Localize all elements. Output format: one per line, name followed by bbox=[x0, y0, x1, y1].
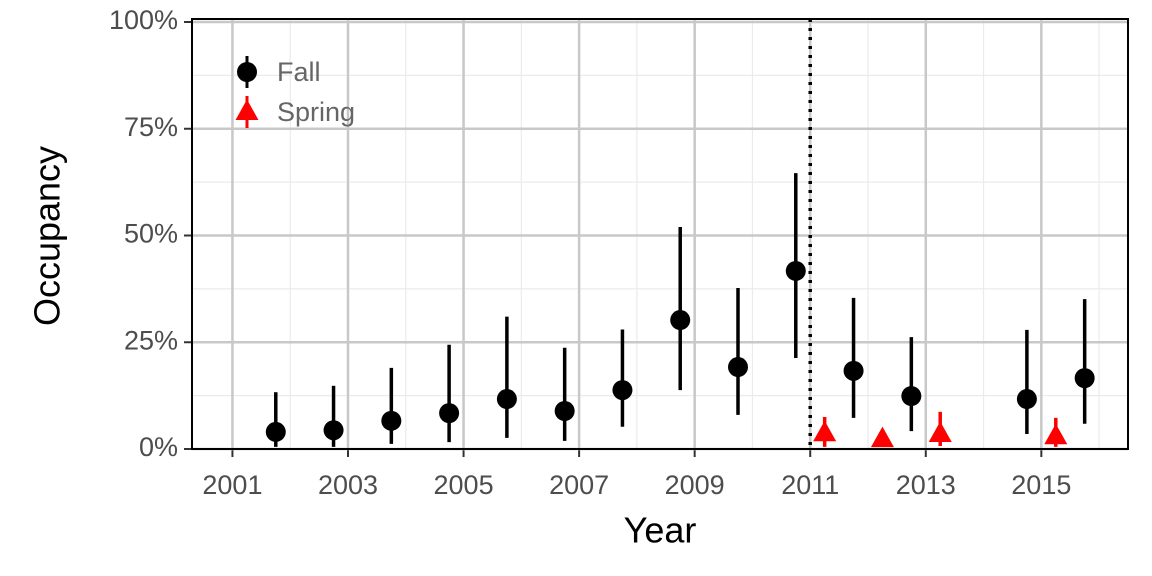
x-tick-label: 2001 bbox=[202, 470, 262, 500]
point bbox=[1074, 368, 1095, 389]
point bbox=[554, 400, 575, 421]
point bbox=[843, 360, 864, 381]
point bbox=[870, 426, 894, 448]
y-tick-label: 75% bbox=[124, 112, 178, 142]
y-tick-label: 25% bbox=[124, 325, 178, 355]
point bbox=[381, 410, 402, 431]
point bbox=[813, 420, 837, 442]
y-tick-label: 100% bbox=[109, 5, 178, 35]
x-tick-label: 2003 bbox=[318, 470, 378, 500]
point bbox=[323, 420, 344, 441]
x-tick-label: 2015 bbox=[1011, 470, 1071, 500]
x-tick-label: 2013 bbox=[896, 470, 956, 500]
x-axis-title: Year bbox=[624, 510, 697, 551]
y-tick-label: 0% bbox=[139, 432, 178, 462]
y-axis-title: Occupancy bbox=[27, 146, 68, 326]
point bbox=[785, 260, 806, 281]
point bbox=[265, 421, 286, 442]
legend-label: Spring bbox=[277, 97, 355, 127]
point bbox=[439, 403, 460, 424]
legend-key bbox=[237, 62, 257, 82]
point bbox=[496, 389, 517, 410]
legend-key bbox=[235, 99, 259, 120]
y-tick-label: 50% bbox=[124, 219, 178, 249]
point bbox=[612, 380, 633, 401]
x-tick-label: 2011 bbox=[781, 470, 839, 500]
panel-border bbox=[191, 18, 1129, 450]
point bbox=[728, 357, 748, 378]
legend-label: Fall bbox=[277, 57, 321, 87]
point bbox=[670, 310, 691, 331]
point bbox=[901, 386, 922, 407]
point bbox=[928, 421, 952, 443]
point bbox=[1016, 389, 1037, 410]
x-tick-label: 2007 bbox=[549, 470, 609, 500]
x-tick-label: 2009 bbox=[665, 470, 725, 500]
x-tick-label: 2005 bbox=[434, 470, 494, 500]
point bbox=[1044, 423, 1068, 445]
